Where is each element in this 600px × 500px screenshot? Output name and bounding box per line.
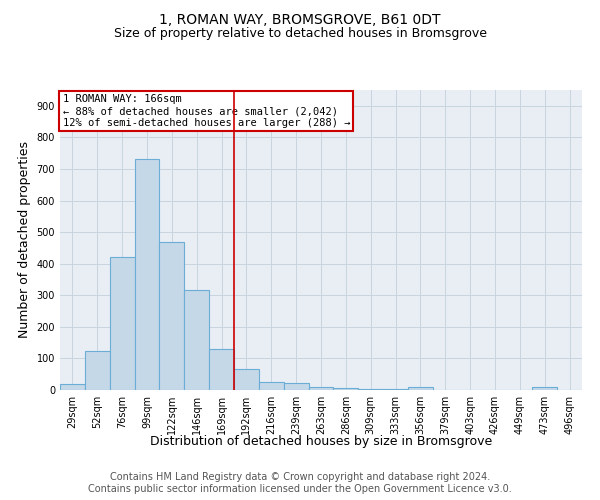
Text: 1 ROMAN WAY: 166sqm
← 88% of detached houses are smaller (2,042)
12% of semi-det: 1 ROMAN WAY: 166sqm ← 88% of detached ho… [62, 94, 350, 128]
Bar [334, 388, 358, 390]
Text: Contains HM Land Registry data © Crown copyright and database right 2024.
Contai: Contains HM Land Registry data © Crown c… [88, 472, 512, 494]
Text: 1, ROMAN WAY, BROMSGROVE, B61 0DT: 1, ROMAN WAY, BROMSGROVE, B61 0DT [159, 12, 441, 26]
Bar [184, 290, 209, 390]
Text: Distribution of detached houses by size in Bromsgrove: Distribution of detached houses by size … [150, 435, 492, 448]
Bar [284, 383, 308, 390]
Bar [209, 349, 234, 390]
Y-axis label: Number of detached properties: Number of detached properties [18, 142, 31, 338]
Bar [134, 160, 160, 390]
Bar [110, 256, 134, 390]
Bar [85, 352, 110, 390]
Bar [160, 242, 184, 390]
Text: Size of property relative to detached houses in Bromsgrove: Size of property relative to detached ho… [113, 28, 487, 40]
Bar [234, 370, 259, 390]
Bar [60, 384, 85, 390]
Bar [308, 387, 334, 390]
Bar [532, 388, 557, 390]
Bar [259, 382, 284, 390]
Bar [408, 388, 433, 390]
